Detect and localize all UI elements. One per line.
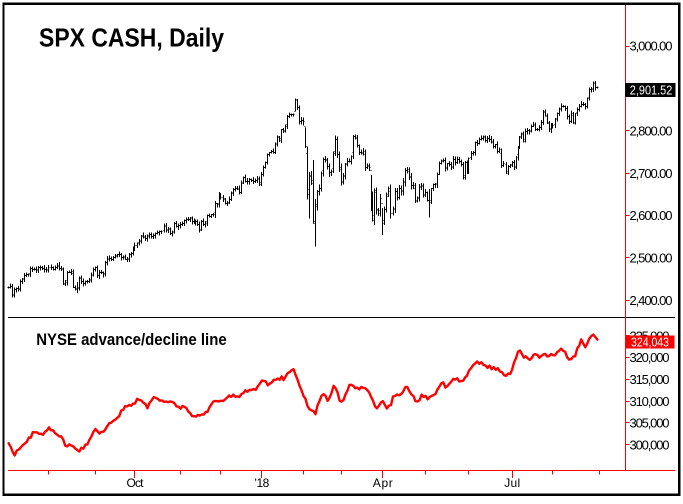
svg-text:’18: ’18 [254, 476, 269, 490]
svg-text:305,000: 305,000 [630, 416, 670, 431]
svg-text:315,000: 315,000 [630, 372, 670, 387]
svg-text:2,700.00: 2,700.00 [630, 166, 673, 181]
svg-text:320,000: 320,000 [630, 350, 670, 365]
svg-text:2,600.00: 2,600.00 [630, 208, 673, 223]
svg-text:NYSE advance/decline line: NYSE advance/decline line [36, 330, 227, 349]
svg-text:2,500.00: 2,500.00 [630, 250, 673, 265]
svg-text:Apr: Apr [373, 476, 393, 490]
svg-text:Oct: Oct [127, 476, 145, 490]
svg-text:2,901.52: 2,901.52 [630, 83, 673, 98]
svg-text:300,000: 300,000 [630, 437, 670, 452]
svg-text:310,000: 310,000 [630, 394, 670, 409]
svg-text:2,800.00: 2,800.00 [630, 123, 673, 138]
svg-text:Jul: Jul [504, 476, 520, 490]
svg-text:324,043: 324,043 [631, 334, 669, 349]
svg-text:3,000.00: 3,000.00 [630, 39, 673, 54]
svg-text:2,400.00: 2,400.00 [630, 293, 673, 308]
svg-text:SPX CASH, Daily: SPX CASH, Daily [39, 22, 224, 52]
